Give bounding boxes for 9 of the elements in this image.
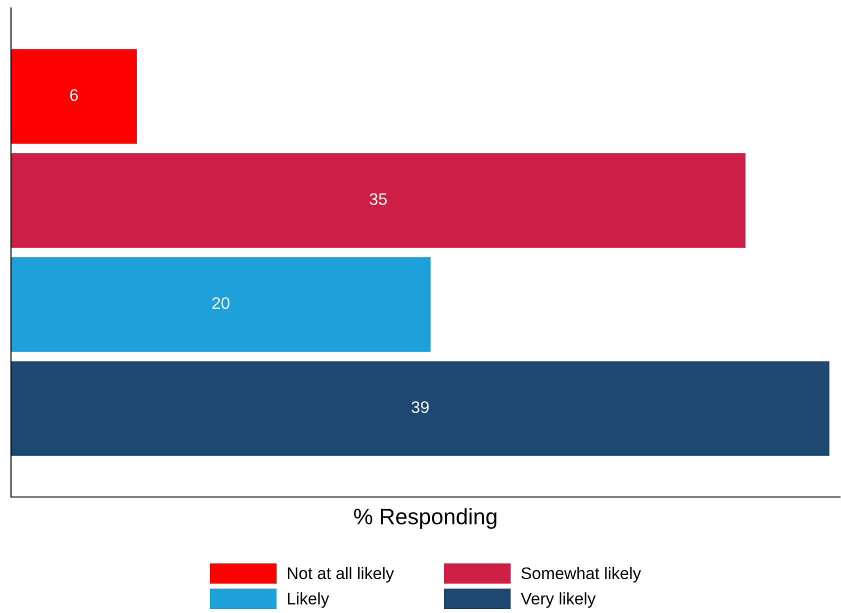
legend-label: Not at all likely — [288, 566, 394, 582]
data-label: 35 — [370, 193, 387, 205]
data-label: 20 — [212, 297, 230, 309]
legend-label: Very likely — [520, 592, 596, 608]
data-label: 39 — [412, 401, 429, 414]
data-label: 6 — [70, 89, 78, 101]
x-axis-title: % Responding — [354, 508, 496, 529]
legend-label: Likely — [288, 592, 330, 608]
legend-label: Somewhat likely — [521, 566, 642, 582]
